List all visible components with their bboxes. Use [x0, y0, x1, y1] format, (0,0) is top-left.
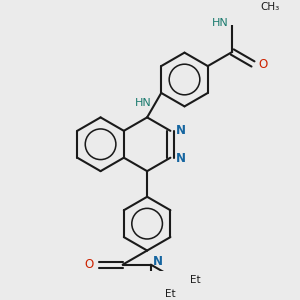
- Text: N: N: [153, 255, 164, 268]
- Text: HN: HN: [212, 18, 229, 28]
- Text: N: N: [176, 124, 186, 136]
- Text: HN: HN: [135, 98, 152, 108]
- Text: CH₃: CH₃: [260, 2, 280, 12]
- Text: N: N: [176, 152, 186, 165]
- Text: Et: Et: [165, 289, 176, 298]
- Text: O: O: [258, 58, 267, 71]
- Text: O: O: [84, 258, 94, 271]
- Text: Et: Et: [190, 274, 200, 284]
